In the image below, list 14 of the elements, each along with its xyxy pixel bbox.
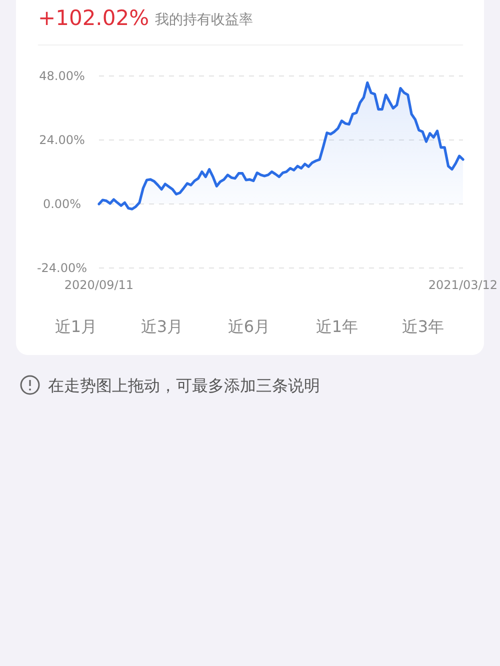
text: 近1年: [316, 317, 358, 336]
chart-subtitle: 我的持有收益率: [155, 12, 253, 28]
chart-title: +102.02%: [38, 6, 150, 30]
text: 近1月: [54, 317, 98, 336]
x-tick-label: 2020/09/11: [64, 278, 134, 292]
text: 近6月: [228, 317, 270, 336]
y-tick-label: -24.00%: [36, 261, 88, 275]
y-tick-label: 24.00%: [39, 133, 85, 147]
text: 近3月: [140, 317, 184, 336]
text: 近3年: [402, 317, 444, 336]
y-tick-label: 48.00%: [39, 69, 85, 83]
text: 在走势图上拖动，可最多添加三条说明: [48, 376, 320, 395]
y-tick-label: 0.00%: [42, 197, 82, 211]
x-tick-label: 2021/03/12: [428, 278, 498, 292]
